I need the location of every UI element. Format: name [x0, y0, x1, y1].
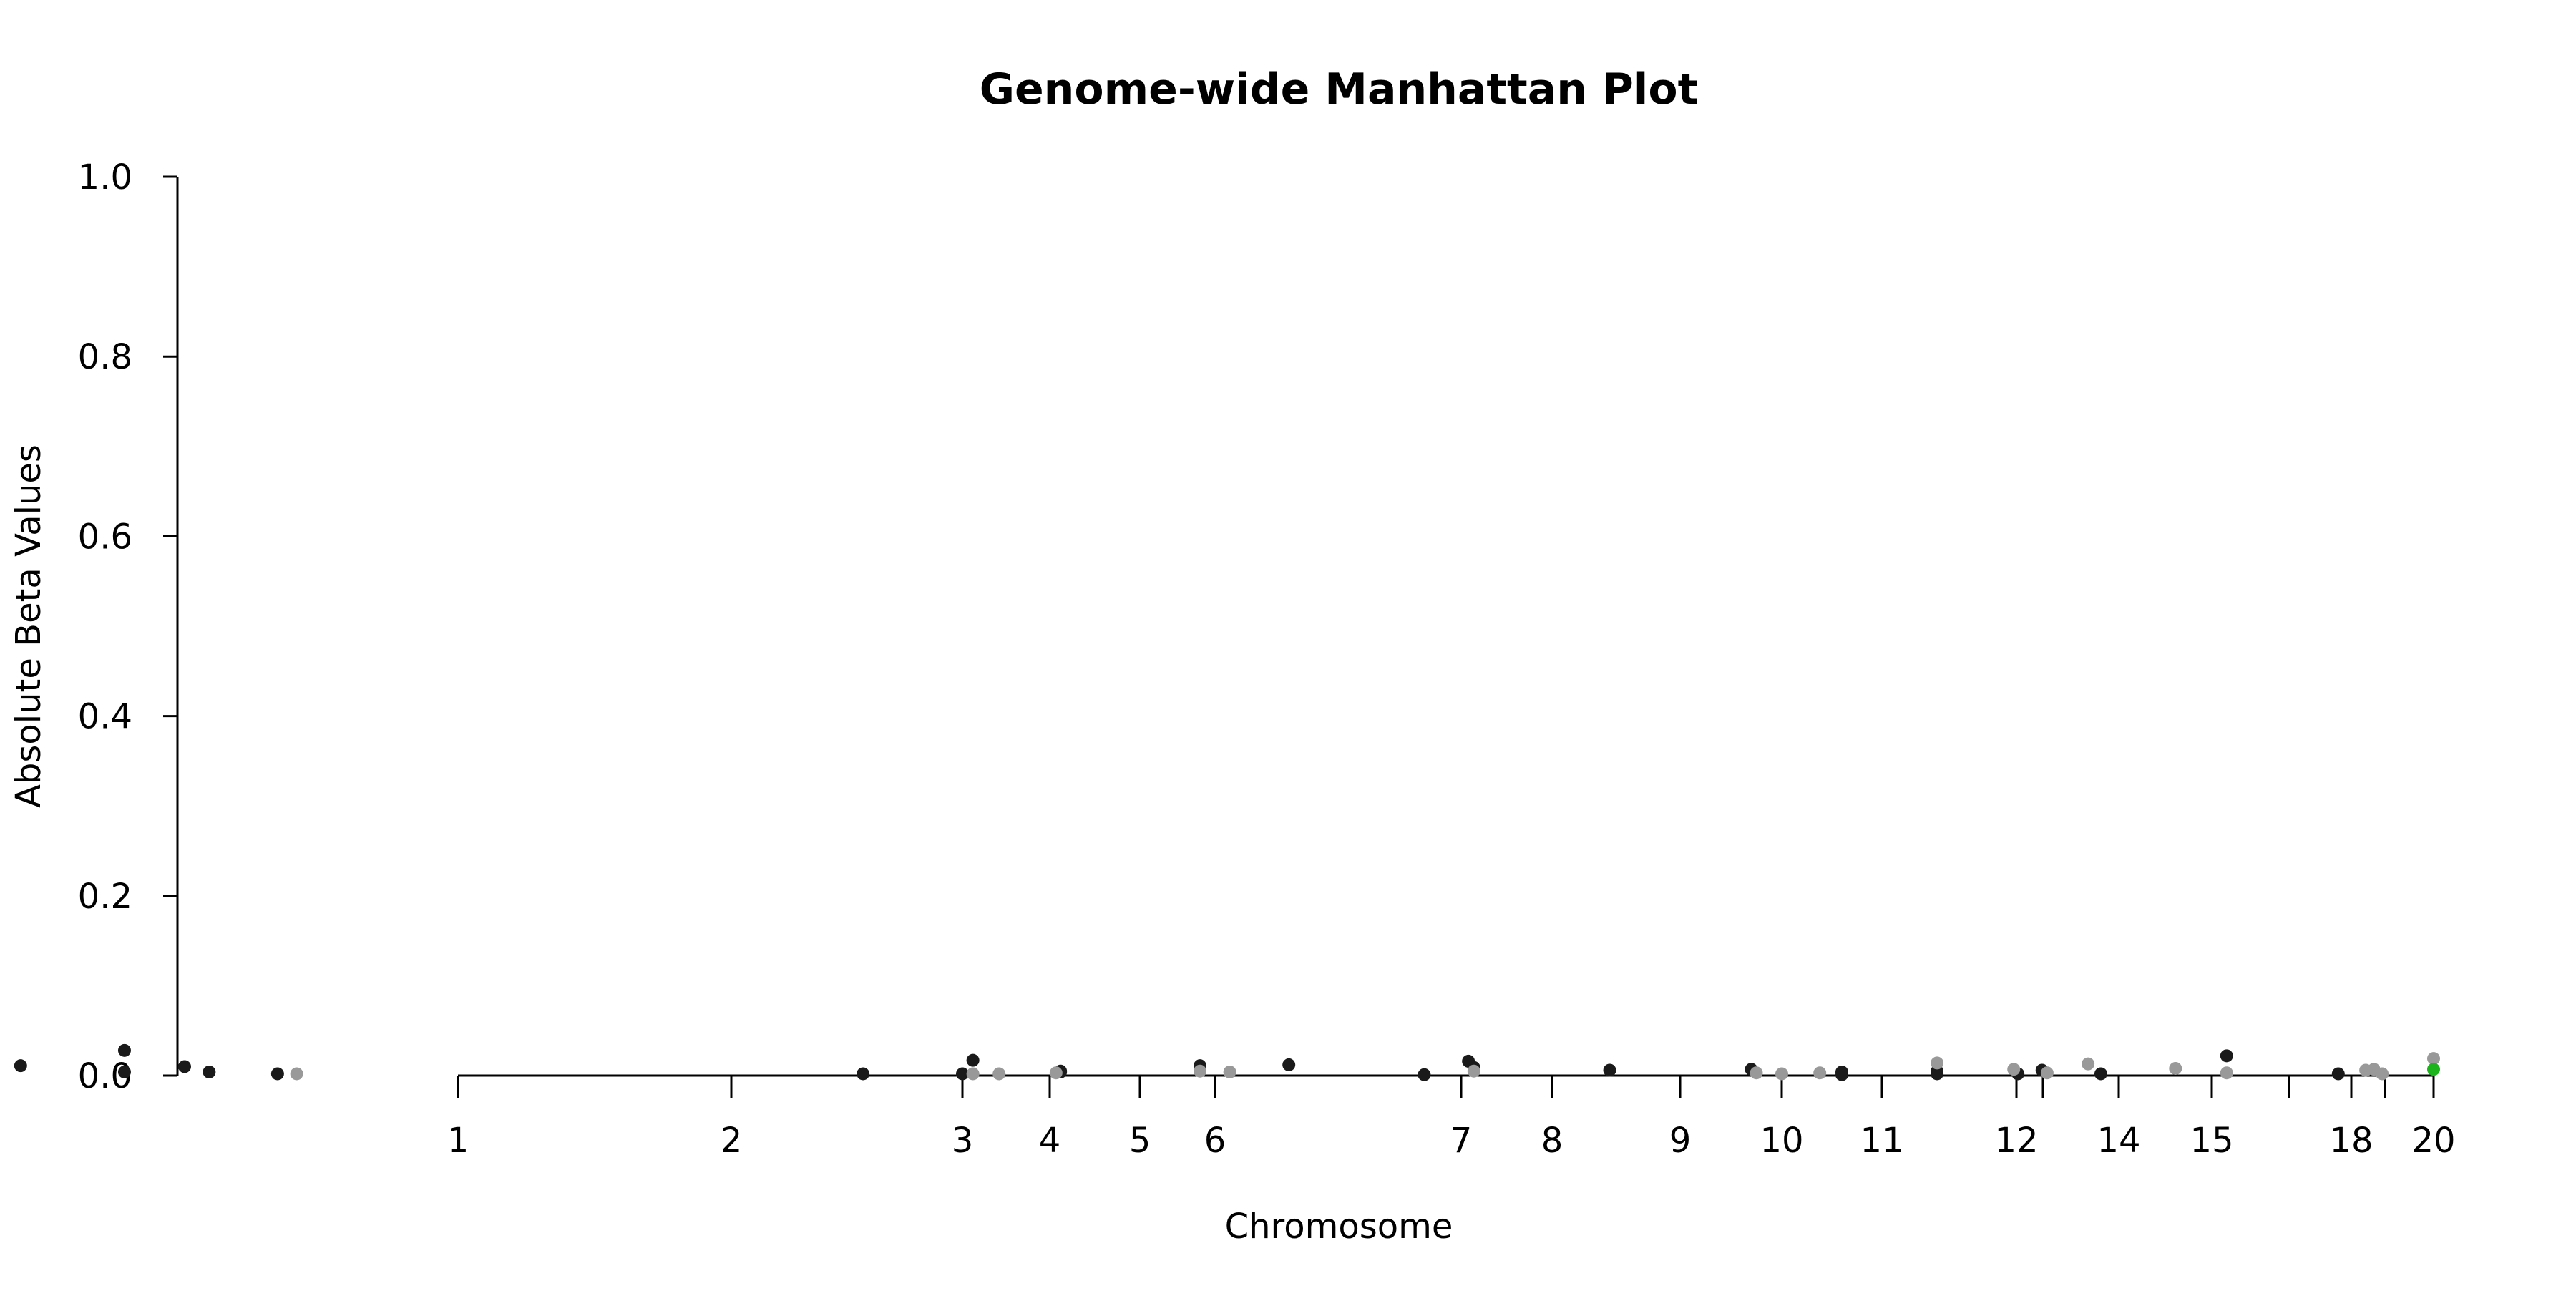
y-ticks: 0.00.20.40.60.81.0 — [78, 157, 177, 1096]
data-point — [203, 1065, 216, 1078]
data-point — [1750, 1066, 1763, 1080]
x-tick-label: 8 — [1541, 1121, 1563, 1161]
data-point — [1049, 1066, 1063, 1080]
data-point — [290, 1067, 303, 1081]
x-tick-label: 5 — [1129, 1121, 1151, 1161]
x-tick-label: 14 — [2097, 1121, 2140, 1161]
data-point — [1603, 1063, 1616, 1077]
x-ticks: 1 2 3 4 5 6 7 8 9 10 11 12 14 15 18 20 — [447, 1076, 2456, 1161]
data-point — [1813, 1066, 1827, 1080]
data-points — [14, 1043, 2440, 1081]
data-point — [178, 1060, 191, 1073]
x-tick-label: 3 — [952, 1121, 974, 1161]
data-point — [2169, 1061, 2182, 1075]
data-point — [1418, 1068, 1431, 1081]
data-point — [14, 1059, 27, 1073]
x-tick-label: 18 — [2329, 1121, 2373, 1161]
data-point — [2082, 1057, 2095, 1071]
data-point — [270, 1067, 284, 1081]
data-point — [2427, 1052, 2440, 1066]
y-tick-label: 0.6 — [78, 517, 132, 557]
data-point — [117, 1065, 131, 1078]
x-tick-label: 20 — [2411, 1121, 2455, 1161]
data-point — [1467, 1064, 1480, 1078]
x-tick-label: 6 — [1204, 1121, 1226, 1161]
x-tick-label: 10 — [1760, 1121, 1803, 1161]
data-point — [1931, 1056, 1944, 1070]
x-tick-label: 11 — [1860, 1121, 1903, 1161]
x-axis-label: Chromosome — [1225, 1207, 1453, 1247]
y-axis-label: Absolute Beta Values — [9, 444, 49, 808]
data-point — [2376, 1067, 2389, 1081]
x-tick-label: 12 — [1994, 1121, 2038, 1161]
data-point — [966, 1067, 980, 1081]
data-point — [992, 1067, 1006, 1081]
data-point — [2331, 1067, 2345, 1081]
x-tick-label: 1 — [447, 1121, 469, 1161]
data-point — [1282, 1058, 1296, 1071]
y-tick-label: 0.4 — [78, 697, 132, 737]
data-point — [1223, 1065, 1236, 1078]
data-point — [117, 1043, 131, 1057]
y-tick-label: 0.2 — [78, 877, 132, 917]
data-point — [2094, 1067, 2107, 1081]
data-point — [1835, 1068, 1848, 1081]
y-tick-label: 1.0 — [78, 157, 132, 198]
data-point — [1194, 1064, 1206, 1078]
data-point — [2007, 1063, 2021, 1076]
data-point — [956, 1067, 969, 1081]
data-point — [2040, 1066, 2054, 1080]
y-tick-label: 0.8 — [78, 337, 132, 377]
data-point — [857, 1067, 870, 1081]
data-point — [966, 1053, 980, 1067]
x-tick-label: 2 — [721, 1121, 743, 1161]
data-point — [2427, 1063, 2440, 1076]
x-tick-label: 15 — [2190, 1121, 2233, 1161]
x-tick-label: 7 — [1450, 1121, 1473, 1161]
data-point — [1931, 1067, 1944, 1081]
data-point — [1775, 1067, 1788, 1081]
x-tick-label: 9 — [1669, 1121, 1692, 1161]
x-tick-label: 4 — [1039, 1121, 1061, 1161]
chart-title: Genome-wide Manhattan Plot — [980, 64, 1699, 115]
data-point — [2220, 1049, 2233, 1063]
data-point — [2220, 1066, 2233, 1080]
